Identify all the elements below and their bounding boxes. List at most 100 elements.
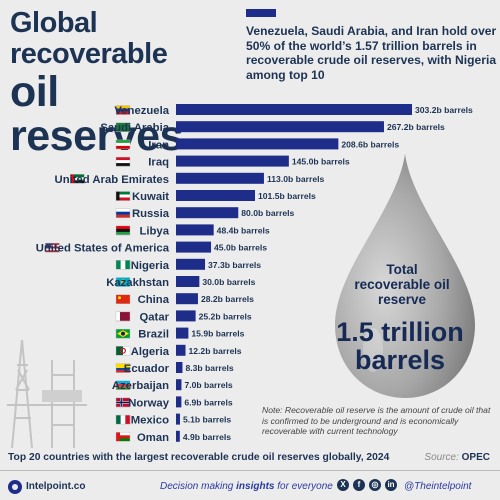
azerbaijan-flag-icon xyxy=(115,380,131,390)
bar xyxy=(176,310,196,322)
category-label: China xyxy=(138,294,170,306)
source-name: OPEC xyxy=(461,452,490,463)
bar-row: Brazil 15.9b barrels xyxy=(115,327,245,341)
libya-flag-icon xyxy=(115,225,131,236)
bar xyxy=(176,327,189,339)
bar xyxy=(176,396,182,408)
russia-flag-icon xyxy=(115,208,131,218)
bar-row: Venezuela 303.2b barrels xyxy=(114,104,473,117)
value-label: 101.5b barrels xyxy=(258,191,316,201)
bar-row: Oman 4.9b barrels xyxy=(115,430,231,444)
footer: Intelpoint.co Decision making insights f… xyxy=(0,470,500,500)
qatar-flag-icon xyxy=(115,311,131,322)
value-label: 30.0b barrels xyxy=(202,277,255,287)
bar xyxy=(176,155,289,167)
bar xyxy=(176,241,212,253)
title-line-2: oil reserves xyxy=(10,68,183,160)
drop-value-line-1: 1.5 trillion xyxy=(336,317,464,347)
venezuela-flag-icon xyxy=(115,105,131,115)
bar xyxy=(176,379,182,391)
bar-row: United States of America 45.0b barrels xyxy=(36,241,267,255)
nigeria-flag-icon xyxy=(115,260,131,270)
bar-row: Qatar 25.2b barrels xyxy=(115,310,252,323)
source-prefix: Source: xyxy=(424,452,459,463)
category-label: Russia xyxy=(132,208,170,220)
value-label: 28.2b barrels xyxy=(201,294,254,304)
category-label: United States of America xyxy=(36,243,170,255)
bar xyxy=(176,362,183,373)
iraq-flag-icon xyxy=(115,156,131,167)
bar xyxy=(176,413,180,425)
oil-drop-icon xyxy=(335,154,475,398)
headline-accent-bar xyxy=(246,9,276,17)
value-label: 15.9b barrels xyxy=(191,329,244,339)
value-label: 113.0b barrels xyxy=(267,174,325,184)
bar xyxy=(176,344,186,356)
value-label: 5.1b barrels xyxy=(183,415,231,425)
source-text: Source: OPEC xyxy=(424,452,490,463)
value-label: 80.0b barrels xyxy=(241,208,294,218)
value-label: 6.9b barrels xyxy=(184,397,232,407)
bar xyxy=(176,121,384,133)
uae-flag-icon xyxy=(69,174,85,184)
facebook-icon[interactable]: f xyxy=(353,479,365,491)
bar-row: Ecuador 8.3b barrels xyxy=(115,362,234,375)
brand-name[interactable]: Intelpoint.co xyxy=(26,481,86,492)
category-label: Oman xyxy=(137,432,169,444)
tagline-pre: Decision making xyxy=(160,481,237,492)
category-label: Iran xyxy=(148,139,169,151)
title-line-1: Global recoverable xyxy=(10,7,168,70)
brand-logo-icon xyxy=(8,480,22,494)
instagram-icon[interactable]: ◎ xyxy=(369,479,381,491)
bar xyxy=(176,138,339,150)
bar-row: Mexico 5.1b barrels xyxy=(115,413,231,427)
bar-row: Russia 80.0b barrels xyxy=(115,207,295,220)
value-label: 8.3b barrels xyxy=(185,363,233,373)
category-label: Kazakhstan xyxy=(106,277,169,289)
tagline: Decision making insights for everyone xyxy=(160,481,333,492)
tagline-post: for everyone xyxy=(274,481,333,492)
category-label: Mexico xyxy=(131,415,169,427)
value-label: 45.0b barrels xyxy=(214,243,267,253)
category-label: Venezuela xyxy=(114,105,169,117)
bar-row: Algeria 12.2b barrels xyxy=(115,344,242,358)
tagline-highlight: insights xyxy=(236,481,275,492)
category-label: Qatar xyxy=(139,311,169,323)
oil-rig-illustration xyxy=(7,339,87,449)
bar-row: Iraq 145.0b barrels xyxy=(115,155,350,169)
x-icon[interactable]: X xyxy=(337,479,349,491)
oman-flag-icon xyxy=(115,432,131,442)
algeria-flag-icon xyxy=(115,346,131,356)
saudi-arabia-flag-icon xyxy=(115,122,131,132)
value-label: 303.2b barrels xyxy=(415,105,473,115)
reserves-bar-chart: Venezuela 303.2b barrels Saudi Arabia 267.2… xyxy=(36,104,473,444)
mexico-flag-icon xyxy=(115,414,131,425)
linkedin-icon[interactable]: in xyxy=(385,479,397,491)
bar xyxy=(176,276,200,287)
social-handle[interactable]: @Theintelpoint xyxy=(404,481,472,492)
page-title: Global recoverable oil reserves xyxy=(10,7,242,160)
value-label: 37.3b barrels xyxy=(208,260,261,270)
bar xyxy=(176,172,264,184)
bar-row: Iran 208.6b barrels xyxy=(115,138,399,151)
note-text: Note: Recoverable oil reserve is the amo… xyxy=(262,405,491,436)
bar xyxy=(176,224,214,236)
bar xyxy=(176,190,256,201)
bar xyxy=(176,207,239,219)
category-label: United Arab Emirates xyxy=(55,174,169,186)
norway-flag-icon xyxy=(115,397,131,408)
category-label: Norway xyxy=(128,397,170,409)
value-label: 25.2b barrels xyxy=(199,311,252,321)
ecuador-flag-icon xyxy=(115,363,131,373)
china-flag-icon xyxy=(115,294,131,304)
category-label: Saudi Arabia xyxy=(100,122,169,134)
bar xyxy=(176,258,206,270)
brazil-flag-icon xyxy=(115,328,131,339)
category-label: Iraq xyxy=(148,157,169,169)
bar-row: Kuwait 101.5b barrels xyxy=(115,190,316,203)
value-label: 12.2b barrels xyxy=(188,346,241,356)
bar-row: United Arab Emirates 113.0b barrels xyxy=(55,172,325,186)
category-label: Algeria xyxy=(131,346,170,358)
bar-row: Norway 6.9b barrels xyxy=(115,396,233,409)
iran-flag-icon xyxy=(115,139,131,150)
